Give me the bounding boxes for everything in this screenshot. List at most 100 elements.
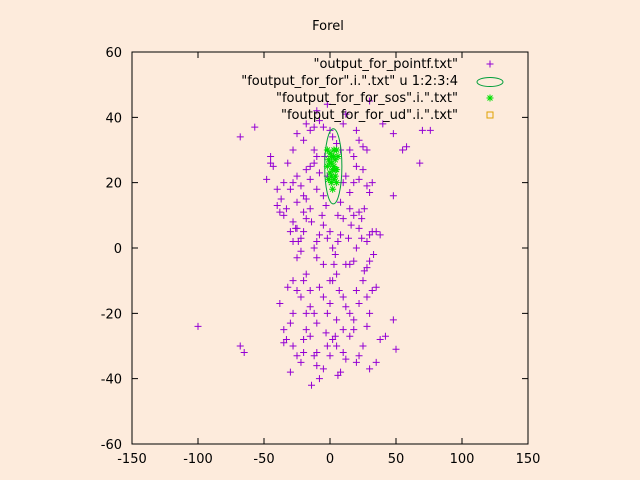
data-point-14 xyxy=(293,254,301,262)
data-point-131 xyxy=(389,192,397,200)
asterisk-stroke xyxy=(330,153,338,161)
plus-stroke xyxy=(319,192,327,200)
data-point-46 xyxy=(359,342,367,350)
data-point-2 xyxy=(240,349,248,357)
plus-stroke xyxy=(359,166,367,174)
data-point-195 xyxy=(294,237,302,245)
data-point-69 xyxy=(342,303,350,311)
plus-stroke xyxy=(294,237,302,245)
legend-entry-0: "output_for_pointf.txt" xyxy=(313,57,494,72)
plus-stroke xyxy=(372,283,380,291)
data-point-0 xyxy=(194,322,202,330)
plus-stroke xyxy=(286,228,294,236)
series-2-asterisk xyxy=(323,146,342,193)
plus-stroke xyxy=(342,355,350,363)
data-point-166 xyxy=(313,153,321,161)
data-point-84 xyxy=(310,244,318,252)
data-point-75 xyxy=(363,293,371,301)
plus-stroke xyxy=(308,218,316,226)
data-point-180 xyxy=(302,309,310,317)
plus-stroke xyxy=(350,153,358,161)
plus-stroke xyxy=(280,179,288,187)
plus-stroke xyxy=(333,342,341,350)
plus-stroke xyxy=(352,126,360,134)
plus-stroke xyxy=(251,123,259,131)
plus-stroke xyxy=(350,211,358,219)
plus-stroke xyxy=(302,195,310,203)
asterisk-stroke xyxy=(323,146,331,154)
asterisk-stroke xyxy=(330,175,338,183)
plus-stroke xyxy=(297,358,305,366)
legend-square-icon xyxy=(486,111,494,119)
plus-stroke xyxy=(289,146,297,154)
plus-stroke xyxy=(313,362,321,370)
plus-stroke xyxy=(300,349,308,357)
data-point-164 xyxy=(426,126,434,134)
data-point-140 xyxy=(310,123,318,131)
chart-title: Forel xyxy=(312,19,344,34)
sos-point-19 xyxy=(329,185,337,193)
plus-stroke xyxy=(323,100,331,108)
plus-stroke xyxy=(319,123,327,131)
plus-stroke xyxy=(267,153,275,161)
plus-stroke xyxy=(368,286,376,294)
y-tick-label: 0 xyxy=(114,242,122,257)
y-tick--40: -40 xyxy=(101,373,528,388)
data-point-117 xyxy=(315,169,323,177)
x-tick-150: 150 xyxy=(516,52,540,467)
plus-stroke xyxy=(315,375,323,383)
plus-stroke xyxy=(289,342,297,350)
plus-stroke xyxy=(370,251,378,259)
plus-stroke xyxy=(416,159,424,167)
data-point-186 xyxy=(350,211,358,219)
data-point-191 xyxy=(366,257,374,265)
plus-stroke xyxy=(302,270,310,278)
data-point-37 xyxy=(333,342,341,350)
sos-point-10 xyxy=(330,162,338,170)
data-point-122 xyxy=(342,172,350,180)
data-point-11 xyxy=(282,205,290,213)
plus-stroke xyxy=(329,244,337,252)
sos-point-23 xyxy=(327,172,335,180)
plus-stroke xyxy=(286,319,294,327)
plus-stroke xyxy=(297,247,305,255)
data-point-40 xyxy=(339,349,347,357)
legend-label: "output_for_pointf.txt" xyxy=(313,57,458,72)
plus-stroke xyxy=(313,185,321,193)
data-point-142 xyxy=(315,117,323,125)
data-point-125 xyxy=(352,162,360,170)
data-point-153 xyxy=(352,126,360,134)
y-tick-0: 0 xyxy=(114,242,528,257)
data-point-72 xyxy=(352,286,360,294)
plus-stroke xyxy=(293,254,301,262)
data-point-179 xyxy=(306,303,314,311)
sos-point-12 xyxy=(326,169,334,177)
legend-label: "foutput_for_for".i.".txt" u 1:2:3:4 xyxy=(241,74,458,89)
plus-stroke xyxy=(389,316,397,324)
data-point-59 xyxy=(310,309,318,317)
data-point-133 xyxy=(280,179,288,187)
data-point-124 xyxy=(350,179,358,187)
data-point-34 xyxy=(326,352,334,360)
data-point-120 xyxy=(337,198,345,206)
data-point-83 xyxy=(306,205,314,213)
data-point-103 xyxy=(363,237,371,245)
plus-stroke xyxy=(319,293,327,301)
data-point-192 xyxy=(370,251,378,259)
data-point-76 xyxy=(366,309,374,317)
plus-stroke xyxy=(337,231,345,239)
asterisk-stroke xyxy=(326,169,334,177)
plus-stroke xyxy=(389,130,397,138)
data-point-36 xyxy=(331,332,339,340)
plus-stroke xyxy=(342,172,350,180)
plus-stroke xyxy=(335,286,343,294)
sos-point-14 xyxy=(331,172,339,180)
data-point-18 xyxy=(286,319,294,327)
data-point-42 xyxy=(346,332,354,340)
data-point-145 xyxy=(326,126,334,134)
asterisk-stroke xyxy=(325,156,333,164)
sos-point-18 xyxy=(333,179,341,187)
plus-stroke xyxy=(334,237,342,245)
data-point-194 xyxy=(302,195,310,203)
plus-stroke xyxy=(280,339,288,347)
